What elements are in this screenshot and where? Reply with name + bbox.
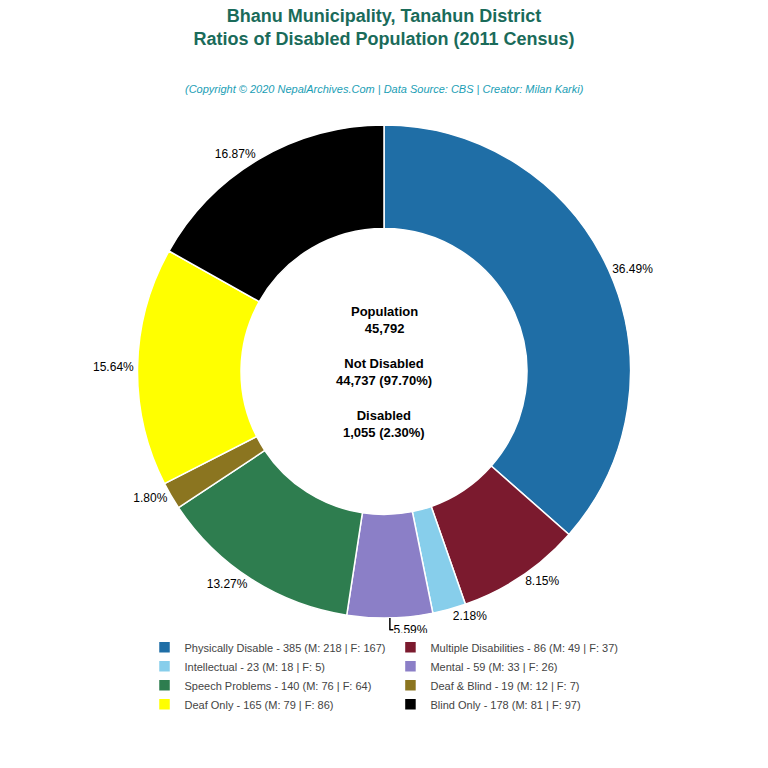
svg-text:Intellectual - 23 (M: 18 | F:: Intellectual - 23 (M: 18 | F: 5) <box>185 661 325 673</box>
svg-text:15.64%: 15.64% <box>93 360 134 374</box>
svg-text:8.15%: 8.15% <box>525 574 559 588</box>
svg-text:Mental - 59 (M: 33 | F: 26): Mental - 59 (M: 33 | F: 26) <box>430 661 557 673</box>
svg-text:Deaf Only - 165 (M: 79 | F: 86: Deaf Only - 165 (M: 79 | F: 86) <box>185 699 334 711</box>
svg-text:Not Disabled44,737 (97.70%): Not Disabled44,737 (97.70%) <box>336 356 432 388</box>
svg-text:13.27%: 13.27% <box>207 577 248 591</box>
svg-text:Multiple Disabilities - 86 (M:: Multiple Disabilities - 86 (M: 49 | F: 3… <box>430 642 617 654</box>
svg-text:(Copyright © 2020 NepalArchive: (Copyright © 2020 NepalArchives.Com | Da… <box>185 83 584 95</box>
svg-text:1.80%: 1.80% <box>133 491 167 505</box>
svg-text:2.18%: 2.18% <box>453 609 487 623</box>
svg-text:Disabled1,055 (2.30%): Disabled1,055 (2.30%) <box>343 408 425 440</box>
svg-text:Bhanu Municipality, Tanahun Di: Bhanu Municipality, Tanahun DistrictRati… <box>193 6 574 49</box>
svg-text:16.87%: 16.87% <box>215 147 256 161</box>
svg-text:Speech Problems - 140 (M: 76 |: Speech Problems - 140 (M: 76 | F: 64) <box>185 680 372 692</box>
svg-text:Physically Disable - 385 (M: 2: Physically Disable - 385 (M: 218 | F: 16… <box>185 642 386 654</box>
svg-text:Population45,792: Population45,792 <box>351 304 418 336</box>
svg-text:36.49%: 36.49% <box>612 262 653 276</box>
svg-text:5.59%: 5.59% <box>393 622 428 637</box>
svg-text:Deaf & Blind - 19 (M: 12 | F:: Deaf & Blind - 19 (M: 12 | F: 7) <box>430 680 579 692</box>
svg-text:Blind Only - 178 (M: 81 | F: 9: Blind Only - 178 (M: 81 | F: 97) <box>430 699 580 711</box>
